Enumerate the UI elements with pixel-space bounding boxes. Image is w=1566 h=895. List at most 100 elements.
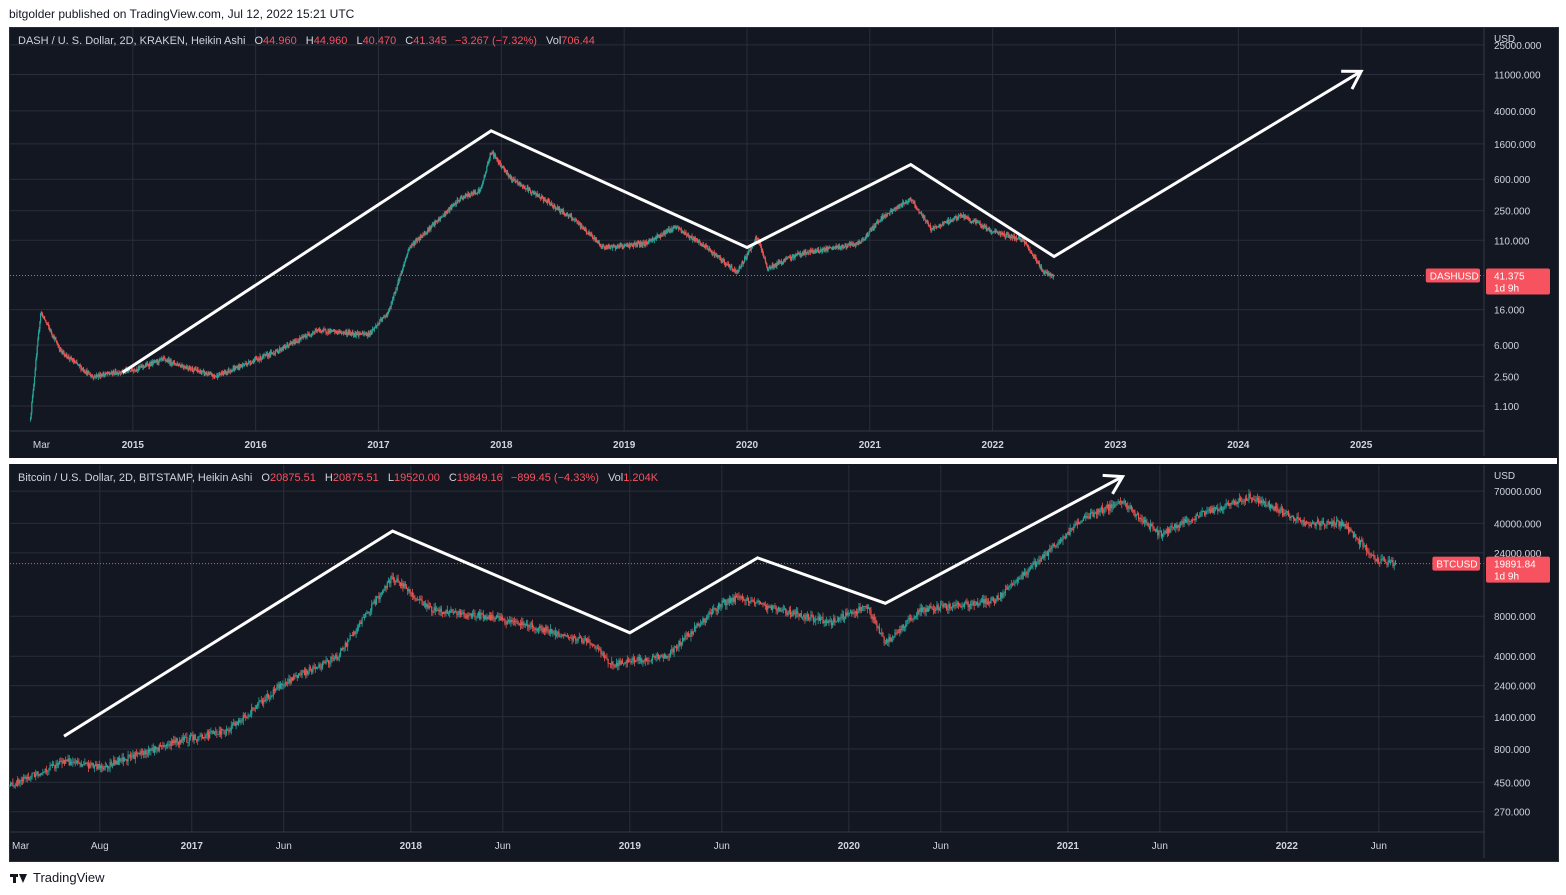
candle-body xyxy=(1005,237,1007,238)
candle-body xyxy=(991,597,993,599)
candle-body xyxy=(748,250,750,252)
candle-body xyxy=(221,371,223,375)
candle-body xyxy=(791,257,793,259)
candle-body xyxy=(998,598,1000,600)
candle-body xyxy=(373,329,375,331)
candle-body xyxy=(630,243,632,246)
candle-body xyxy=(599,244,602,246)
candle-body xyxy=(158,745,160,751)
candle-body xyxy=(915,207,917,209)
candle-body xyxy=(383,590,385,592)
candle-body xyxy=(787,612,789,615)
candle-body xyxy=(886,214,888,217)
candle-body xyxy=(579,222,581,224)
candle-body xyxy=(984,225,987,227)
candle-body xyxy=(548,631,550,633)
candle-body xyxy=(920,607,922,612)
candle-body xyxy=(1037,262,1039,264)
price-tick-label: 25000.000 xyxy=(1494,41,1542,52)
candle-body xyxy=(92,376,94,378)
candle-body xyxy=(55,339,57,341)
candle-body xyxy=(549,203,551,205)
candle-body xyxy=(402,265,404,268)
candle-body xyxy=(881,215,884,220)
candle-body xyxy=(787,257,789,260)
candle-body xyxy=(356,333,358,335)
candle-body xyxy=(62,760,64,764)
candle-body xyxy=(214,376,217,378)
candle-body xyxy=(378,596,380,600)
candle-body xyxy=(258,701,260,704)
candle-body xyxy=(179,364,181,366)
candle-body xyxy=(993,231,995,232)
candle-body xyxy=(504,619,506,624)
candle-body xyxy=(1002,233,1004,236)
candle-body xyxy=(54,337,56,340)
candle-body xyxy=(507,173,509,177)
candle-body xyxy=(857,242,859,245)
candle-body xyxy=(937,604,939,611)
candle-body xyxy=(984,225,986,226)
candle-body xyxy=(803,251,806,255)
candle-body xyxy=(870,229,872,231)
candle-body xyxy=(216,374,218,377)
candle-body xyxy=(30,776,32,779)
candle-body xyxy=(367,332,369,336)
candle-body xyxy=(561,635,564,637)
candle-body xyxy=(347,331,349,335)
candle-body xyxy=(147,749,150,753)
candle-body xyxy=(264,354,266,356)
candle-body xyxy=(649,240,651,242)
candle-body xyxy=(951,606,954,608)
candle-body xyxy=(89,374,91,375)
candle-body xyxy=(418,239,421,241)
candle-body xyxy=(183,737,186,741)
candle-body xyxy=(120,760,122,762)
candle-body xyxy=(1056,544,1058,547)
candle-body xyxy=(384,586,386,591)
candle-body xyxy=(50,330,52,334)
candle-body xyxy=(817,616,819,620)
candle-body xyxy=(405,257,407,260)
candle-body xyxy=(697,241,699,243)
candle-body xyxy=(31,402,33,413)
candle-body xyxy=(289,679,291,683)
candle-body xyxy=(859,241,861,244)
candle-body xyxy=(75,760,78,763)
candle-body xyxy=(29,419,32,420)
candle-body xyxy=(677,647,679,649)
candle-body xyxy=(170,359,172,364)
candle-body xyxy=(561,209,563,212)
candle-body xyxy=(178,364,180,366)
candle-body xyxy=(739,266,741,269)
candle-body xyxy=(483,615,486,619)
candle-body xyxy=(350,332,353,336)
candle-body xyxy=(795,254,797,256)
candle-body xyxy=(686,235,688,237)
candle-body xyxy=(852,243,854,245)
candle-body xyxy=(144,364,147,367)
candle-body xyxy=(634,243,637,245)
candle-body xyxy=(988,227,990,229)
candle-body xyxy=(735,270,738,272)
candle-body xyxy=(253,707,255,709)
candle-body xyxy=(422,234,425,236)
candle-body xyxy=(509,175,511,178)
candle-body xyxy=(490,152,492,154)
candle-body xyxy=(312,333,314,335)
candle-body xyxy=(417,599,420,601)
candle-body xyxy=(487,617,489,619)
candle-body xyxy=(354,333,356,335)
candle-body xyxy=(936,226,938,228)
candle-body xyxy=(800,613,802,618)
candle-body xyxy=(342,331,345,334)
candle-body xyxy=(896,206,898,210)
candle-body xyxy=(109,373,111,375)
candle-body xyxy=(1050,273,1053,276)
candle-body xyxy=(627,243,629,248)
candle-body xyxy=(85,370,87,374)
candle-body xyxy=(825,621,828,623)
candle-body xyxy=(133,754,135,760)
candle-body xyxy=(337,657,339,660)
